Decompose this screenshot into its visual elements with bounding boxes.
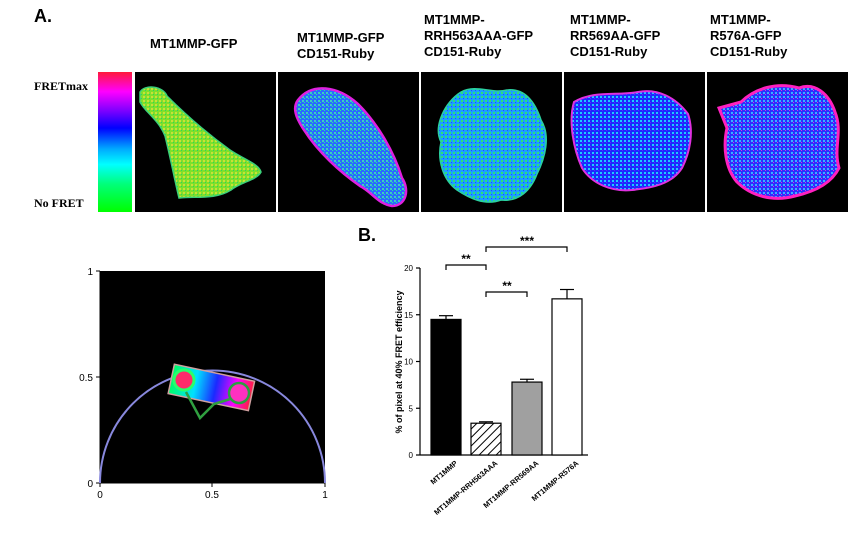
- no-fret-label: No FRET: [34, 196, 84, 210]
- phasor-y-tick-0: 0: [87, 479, 93, 490]
- phasor-cursor-green: [172, 368, 196, 392]
- panel-b-letter: B.: [358, 225, 376, 245]
- phasor-fret-trajectory: [167, 363, 256, 412]
- condition-label-3: MT1MMP- RRH563AAA-GFP CD151-Ruby: [424, 12, 534, 59]
- phasor-background: [100, 271, 325, 483]
- condition-label-1: MT1MMP-GFP: [150, 36, 238, 51]
- bar: [470, 422, 502, 456]
- phasor-x-tick-1: 1: [322, 490, 328, 501]
- cell-image-2: [278, 72, 419, 212]
- x-tick-label: MT1MMP-RR569AA: [481, 458, 540, 510]
- bracket-3: [485, 291, 528, 297]
- significance-label-2: ***: [520, 234, 534, 248]
- cell-image-3: [421, 72, 562, 212]
- y-tick-label: 15: [404, 311, 413, 320]
- cell-image-1: [135, 72, 276, 212]
- bracket-2: [485, 246, 568, 252]
- phasor-y-tick-1: 1: [87, 267, 93, 278]
- fret-colorbar: [98, 72, 132, 212]
- phasor-cursor-magenta: [227, 381, 251, 405]
- significance-brackets: ** *** **: [445, 234, 568, 297]
- x-tick-label: MT1MMP-R576A: [530, 458, 581, 503]
- significance-label-1: **: [461, 252, 471, 266]
- cell-image-4: [564, 72, 705, 212]
- bar: [430, 318, 462, 456]
- fretmax-label: FRETmax: [34, 79, 88, 93]
- condition-label-5: MT1MMP- R576A-GFP CD151-Ruby: [710, 12, 788, 59]
- cell-image-5: [707, 72, 848, 212]
- phasor-y-tick-05: 0.5: [79, 373, 93, 384]
- y-axis-label: % of pixel at 40% FRET efficiency: [394, 290, 404, 433]
- phasor-x-tick-0: 0: [97, 490, 103, 501]
- y-tick-label: 0: [409, 451, 414, 460]
- condition-label-2: MT1MMP-GFP CD151-Ruby: [297, 30, 385, 61]
- bar: [511, 381, 543, 456]
- y-tick-label: 20: [404, 264, 413, 273]
- y-tick-label: 5: [409, 404, 414, 413]
- universal-semicircle: [99, 369, 326, 484]
- bracket-1: [445, 264, 487, 270]
- bar: [551, 298, 583, 456]
- x-tick-label: MT1MMP-RRH563AAA: [432, 458, 500, 517]
- phasor-green-trace: [184, 391, 241, 421]
- significance-label-3: **: [502, 279, 512, 293]
- y-tick-label: 10: [404, 358, 413, 367]
- x-tick-label: MT1MMP: [429, 459, 460, 487]
- panel-a-letter: A.: [34, 6, 52, 26]
- condition-label-4: MT1MMP- RR569AA-GFP CD151-Ruby: [570, 12, 661, 59]
- phasor-x-tick-05: 0.5: [205, 490, 219, 501]
